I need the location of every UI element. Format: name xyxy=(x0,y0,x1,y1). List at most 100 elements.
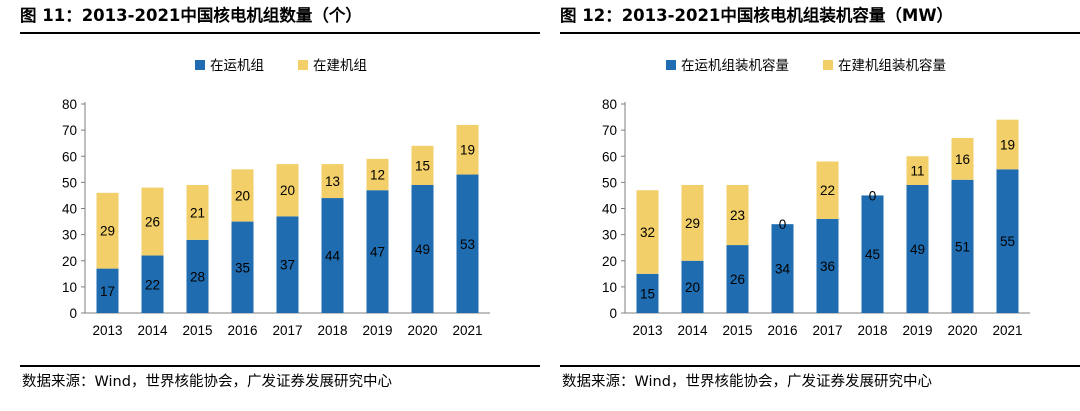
data-label: 15 xyxy=(415,158,430,173)
data-label: 51 xyxy=(955,239,970,254)
bar-segment xyxy=(816,161,839,219)
data-label: 44 xyxy=(325,249,341,264)
bar-segment xyxy=(366,190,389,313)
legend: 在运机组装机容量 在建机组装机容量 xyxy=(666,57,946,74)
data-label: 36 xyxy=(820,259,835,274)
data-label: 26 xyxy=(145,215,160,230)
bar-segment xyxy=(996,119,1019,170)
x-tick-label: 2013 xyxy=(632,323,662,338)
data-label: 20 xyxy=(685,280,700,295)
bar-segment xyxy=(231,221,254,313)
x-tick-label: 2018 xyxy=(857,323,887,338)
figure-11-title: 图 11：2013-2021中国核电机组数量（个） xyxy=(20,6,362,25)
figure-12-panel: 图 12：2013-2021中国核电机组装机容量（MW） 在运机组装机容量 在建机… xyxy=(560,0,1080,411)
data-label: 49 xyxy=(415,242,430,257)
bar-stack-2017: 37 20 2017 xyxy=(272,164,303,338)
bar-segment xyxy=(141,187,164,256)
bar-stack-2020: 51 16 2020 xyxy=(947,137,978,338)
bar-segment xyxy=(321,198,344,313)
legend-item: 在运机组装机容量 xyxy=(666,57,789,74)
x-tick-label: 2018 xyxy=(317,323,347,338)
bar-stack-2016: 35 20 2016 xyxy=(227,169,258,338)
bar-stack-2014: 20 29 2014 xyxy=(677,184,708,338)
x-tick-label: 2016 xyxy=(767,323,797,338)
bar-segment xyxy=(861,195,884,313)
y-tick-label: 40 xyxy=(62,202,77,217)
data-label: 37 xyxy=(280,258,295,273)
x-tick-label: 2015 xyxy=(722,323,752,338)
data-label: 16 xyxy=(955,152,970,167)
x-tick-label: 2017 xyxy=(812,323,842,338)
x-tick-label: 2016 xyxy=(227,323,257,338)
bar-segment xyxy=(411,145,434,185)
bar-segment xyxy=(906,156,929,185)
data-label: 26 xyxy=(730,272,745,287)
y-tick-label: 0 xyxy=(609,306,617,321)
bar-stack-2018: 44 13 2018 xyxy=(317,164,348,338)
x-tick-label: 2015 xyxy=(182,323,212,338)
data-label: 0 xyxy=(779,217,787,232)
bar-segment xyxy=(366,158,389,191)
figure-12-chart: 在运机组装机容量 在建机组装机容量010203040506070801532201… xyxy=(602,57,1030,338)
data-label: 22 xyxy=(820,183,835,198)
data-label: 49 xyxy=(910,242,925,257)
bar-segment xyxy=(276,164,299,217)
bar-segment xyxy=(411,184,434,313)
bar-stack-2015: 28 21 2015 xyxy=(182,184,213,338)
bar-segment xyxy=(951,179,974,313)
y-tick-label: 10 xyxy=(602,280,617,295)
bar-stack-2018: 45 0 2018 xyxy=(857,188,887,338)
figure-11-source: 数据来源：Wind，世界核能协会，广发证券发展研究中心 xyxy=(22,374,392,390)
bar-stack-2020: 49 15 2020 xyxy=(407,145,438,338)
bar-stack-2017: 36 22 2017 xyxy=(812,161,843,338)
bar-stack-2014: 22 26 2014 xyxy=(137,187,168,338)
x-tick-label: 2014 xyxy=(677,323,708,338)
figure-12-bottom-rule xyxy=(560,365,1080,367)
bar-stack-2013: 17 29 2013 xyxy=(92,192,123,338)
data-label: 13 xyxy=(325,174,340,189)
bar-segment xyxy=(906,184,929,313)
bar-segment xyxy=(141,255,164,313)
data-label: 22 xyxy=(145,277,160,292)
y-tick-label: 60 xyxy=(62,149,77,164)
y-tick-label: 30 xyxy=(62,228,77,243)
x-tick-label: 2020 xyxy=(407,323,437,338)
data-label: 45 xyxy=(865,247,880,262)
data-label: 21 xyxy=(190,205,205,220)
bar-segment xyxy=(456,174,479,313)
y-tick-label: 50 xyxy=(602,175,617,190)
bar-segment xyxy=(636,190,659,274)
bar-stack-2016: 34 0 2016 xyxy=(767,217,797,338)
legend-item: 在运机组 xyxy=(195,58,264,74)
x-tick-label: 2020 xyxy=(947,323,977,338)
figure-12-title: 图 12：2013-2021中国核电机组装机容量（MW） xyxy=(560,6,954,25)
data-label: 47 xyxy=(370,245,385,260)
bar-segment xyxy=(186,184,209,240)
bar-segment xyxy=(636,273,659,313)
data-label: 11 xyxy=(910,164,924,179)
bar-stack-2021: 53 19 2021 xyxy=(452,124,483,338)
data-label: 19 xyxy=(460,143,475,158)
y-tick-label: 70 xyxy=(62,123,77,138)
legend-swatch xyxy=(298,60,308,70)
legend: 在运机组 在建机组 xyxy=(195,58,367,74)
bars: 1729201322262014282120153520201637202017… xyxy=(92,124,483,338)
bar-segment xyxy=(321,164,344,199)
legend-label: 在运机组装机容量 xyxy=(681,57,789,74)
data-label: 28 xyxy=(190,269,205,284)
bar-segment xyxy=(726,245,749,313)
data-label: 53 xyxy=(460,237,475,252)
x-tick-label: 2013 xyxy=(92,323,122,338)
data-label: 34 xyxy=(775,262,791,277)
data-label: 20 xyxy=(235,188,250,203)
data-label: 0 xyxy=(869,188,877,203)
figure-11-top-rule xyxy=(20,32,540,34)
figure-11-bottom-rule xyxy=(20,365,540,367)
y-tick-label: 80 xyxy=(62,97,77,112)
data-label: 29 xyxy=(100,224,115,239)
bar-segment xyxy=(951,137,974,180)
bar-segment xyxy=(726,184,749,246)
y-tick-label: 80 xyxy=(602,97,617,112)
bar-segment xyxy=(456,124,479,175)
data-label: 35 xyxy=(235,260,250,275)
